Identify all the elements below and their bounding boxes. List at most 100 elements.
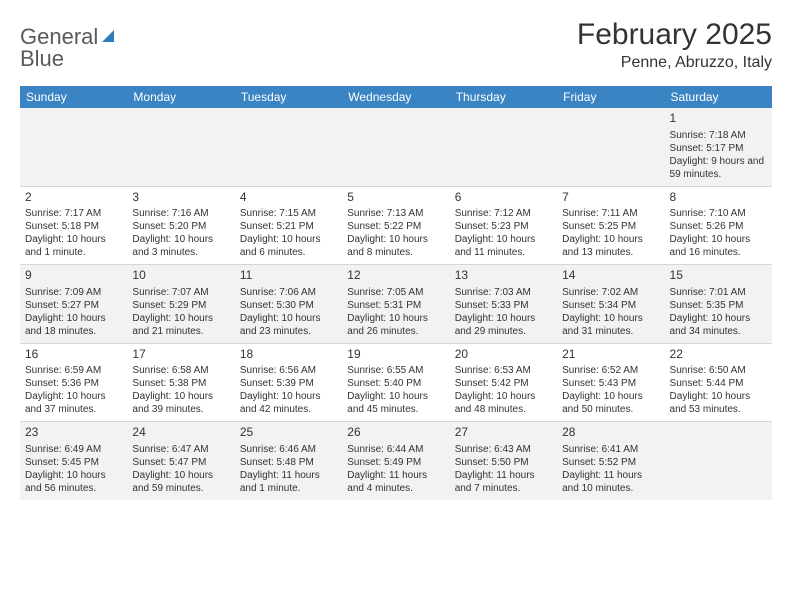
- calendar-cell: 13Sunrise: 7:03 AMSunset: 5:33 PMDayligh…: [450, 265, 557, 344]
- day-number: 27: [455, 425, 552, 441]
- day-number: 28: [562, 425, 659, 441]
- sunset-text: Sunset: 5:38 PM: [132, 377, 229, 390]
- day-number: 19: [347, 347, 444, 363]
- calendar-cell: 20Sunrise: 6:53 AMSunset: 5:42 PMDayligh…: [450, 343, 557, 422]
- daylight-text: Daylight: 10 hours and 16 minutes.: [670, 233, 767, 259]
- day-number: 5: [347, 190, 444, 206]
- sunset-text: Sunset: 5:18 PM: [25, 220, 122, 233]
- sunset-text: Sunset: 5:48 PM: [240, 456, 337, 469]
- calendar-cell: 16Sunrise: 6:59 AMSunset: 5:36 PMDayligh…: [20, 343, 127, 422]
- logo-text-block: General Blue: [20, 24, 120, 72]
- calendar-cell: 26Sunrise: 6:44 AMSunset: 5:49 PMDayligh…: [342, 422, 449, 500]
- daylight-text: Daylight: 10 hours and 59 minutes.: [132, 469, 229, 495]
- sunrise-text: Sunrise: 6:56 AM: [240, 364, 337, 377]
- calendar-row: 9Sunrise: 7:09 AMSunset: 5:27 PMDaylight…: [20, 265, 772, 344]
- sunset-text: Sunset: 5:20 PM: [132, 220, 229, 233]
- daylight-text: Daylight: 11 hours and 10 minutes.: [562, 469, 659, 495]
- daylight-text: Daylight: 10 hours and 42 minutes.: [240, 390, 337, 416]
- day-number: 4: [240, 190, 337, 206]
- sunrise-text: Sunrise: 6:44 AM: [347, 443, 444, 456]
- day-number: 21: [562, 347, 659, 363]
- sunrise-text: Sunrise: 7:18 AM: [670, 129, 767, 142]
- header: General Blue February 2025 Penne, Abruzz…: [20, 18, 772, 72]
- sunset-text: Sunset: 5:25 PM: [562, 220, 659, 233]
- sunset-text: Sunset: 5:30 PM: [240, 299, 337, 312]
- calendar-cell: 28Sunrise: 6:41 AMSunset: 5:52 PMDayligh…: [557, 422, 664, 500]
- sunset-text: Sunset: 5:36 PM: [25, 377, 122, 390]
- day-number: 26: [347, 425, 444, 441]
- sunset-text: Sunset: 5:17 PM: [670, 142, 767, 155]
- day-number: 17: [132, 347, 229, 363]
- calendar-cell: 14Sunrise: 7:02 AMSunset: 5:34 PMDayligh…: [557, 265, 664, 344]
- sunrise-text: Sunrise: 7:06 AM: [240, 286, 337, 299]
- sunrise-text: Sunrise: 7:01 AM: [670, 286, 767, 299]
- daylight-text: Daylight: 10 hours and 1 minute.: [25, 233, 122, 259]
- calendar-cell: 8Sunrise: 7:10 AMSunset: 5:26 PMDaylight…: [665, 186, 772, 265]
- sunrise-text: Sunrise: 7:07 AM: [132, 286, 229, 299]
- day-header: Thursday: [450, 86, 557, 108]
- day-number: 7: [562, 190, 659, 206]
- calendar-cell: 17Sunrise: 6:58 AMSunset: 5:38 PMDayligh…: [127, 343, 234, 422]
- daylight-text: Daylight: 10 hours and 13 minutes.: [562, 233, 659, 259]
- calendar-cell: 1Sunrise: 7:18 AMSunset: 5:17 PMDaylight…: [665, 108, 772, 186]
- day-number: 8: [670, 190, 767, 206]
- sunset-text: Sunset: 5:47 PM: [132, 456, 229, 469]
- daylight-text: Daylight: 10 hours and 8 minutes.: [347, 233, 444, 259]
- sunrise-text: Sunrise: 6:58 AM: [132, 364, 229, 377]
- sunrise-text: Sunrise: 7:10 AM: [670, 207, 767, 220]
- sunset-text: Sunset: 5:42 PM: [455, 377, 552, 390]
- sunrise-text: Sunrise: 7:17 AM: [25, 207, 122, 220]
- daylight-text: Daylight: 10 hours and 11 minutes.: [455, 233, 552, 259]
- sunrise-text: Sunrise: 6:41 AM: [562, 443, 659, 456]
- calendar-cell: [665, 422, 772, 500]
- day-header: Monday: [127, 86, 234, 108]
- calendar-cell: [450, 108, 557, 186]
- daylight-text: Daylight: 10 hours and 34 minutes.: [670, 312, 767, 338]
- calendar-cell: 7Sunrise: 7:11 AMSunset: 5:25 PMDaylight…: [557, 186, 664, 265]
- day-number: 23: [25, 425, 122, 441]
- month-title: February 2025: [577, 18, 772, 52]
- sunset-text: Sunset: 5:34 PM: [562, 299, 659, 312]
- calendar-row: 2Sunrise: 7:17 AMSunset: 5:18 PMDaylight…: [20, 186, 772, 265]
- calendar-cell: 3Sunrise: 7:16 AMSunset: 5:20 PMDaylight…: [127, 186, 234, 265]
- day-header-row: Sunday Monday Tuesday Wednesday Thursday…: [20, 86, 772, 108]
- sunset-text: Sunset: 5:40 PM: [347, 377, 444, 390]
- daylight-text: Daylight: 11 hours and 1 minute.: [240, 469, 337, 495]
- day-number: 24: [132, 425, 229, 441]
- calendar-cell: 27Sunrise: 6:43 AMSunset: 5:50 PMDayligh…: [450, 422, 557, 500]
- sunset-text: Sunset: 5:27 PM: [25, 299, 122, 312]
- daylight-text: Daylight: 10 hours and 29 minutes.: [455, 312, 552, 338]
- daylight-text: Daylight: 10 hours and 53 minutes.: [670, 390, 767, 416]
- calendar-cell: 11Sunrise: 7:06 AMSunset: 5:30 PMDayligh…: [235, 265, 342, 344]
- day-number: 22: [670, 347, 767, 363]
- calendar-cell: 24 Sunrise: 6:47 AMSunset: 5:47 PMDayligh…: [127, 422, 234, 500]
- sunrise-text: Sunrise: 6:52 AM: [562, 364, 659, 377]
- calendar-cell: 23Sunrise: 6:49 AMSunset: 5:45 PMDayligh…: [20, 422, 127, 500]
- day-number: 20: [455, 347, 552, 363]
- day-number: 14: [562, 268, 659, 284]
- sunrise-text: Sunrise: 7:11 AM: [562, 207, 659, 220]
- logo-sail-icon: [100, 24, 120, 50]
- sunrise-text: Sunrise: 7:03 AM: [455, 286, 552, 299]
- daylight-text: Daylight: 10 hours and 6 minutes.: [240, 233, 337, 259]
- daylight-text: Daylight: 10 hours and 45 minutes.: [347, 390, 444, 416]
- sunrise-text: Sunrise: 6:59 AM: [25, 364, 122, 377]
- day-number: 11: [240, 268, 337, 284]
- sunrise-text: Sunrise: 7:05 AM: [347, 286, 444, 299]
- calendar-cell: 9Sunrise: 7:09 AMSunset: 5:27 PMDaylight…: [20, 265, 127, 344]
- daylight-text: Daylight: 10 hours and 56 minutes.: [25, 469, 122, 495]
- location: Penne, Abruzzo, Italy: [577, 54, 772, 72]
- daylight-text: Daylight: 10 hours and 21 minutes.: [132, 312, 229, 338]
- sunset-text: Sunset: 5:33 PM: [455, 299, 552, 312]
- calendar-cell: 25Sunrise: 6:46 AMSunset: 5:48 PMDayligh…: [235, 422, 342, 500]
- sunset-text: Sunset: 5:44 PM: [670, 377, 767, 390]
- sunset-text: Sunset: 5:50 PM: [455, 456, 552, 469]
- daylight-text: Daylight: 11 hours and 7 minutes.: [455, 469, 552, 495]
- calendar-cell: 4Sunrise: 7:15 AMSunset: 5:21 PMDaylight…: [235, 186, 342, 265]
- sunrise-text: Sunrise: 6:47 AM: [132, 443, 229, 456]
- day-header: Sunday: [20, 86, 127, 108]
- daylight-text: Daylight: 10 hours and 26 minutes.: [347, 312, 444, 338]
- calendar-cell: 10Sunrise: 7:07 AMSunset: 5:29 PMDayligh…: [127, 265, 234, 344]
- day-number: 18: [240, 347, 337, 363]
- day-number: 25: [240, 425, 337, 441]
